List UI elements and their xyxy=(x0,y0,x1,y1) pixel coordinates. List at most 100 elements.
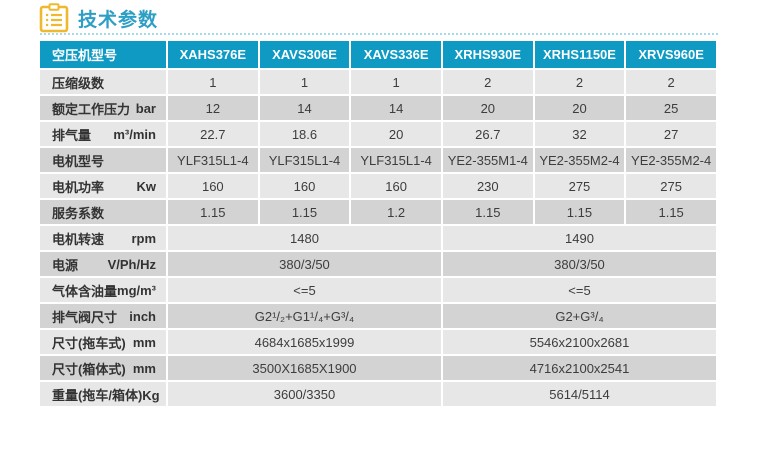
param-unit: V/Ph/Hz xyxy=(107,256,156,272)
column-header-model: XAVS306E xyxy=(259,41,350,68)
row-label-cell: 尺寸(拖车式) mm xyxy=(40,330,166,354)
spec-value: 230 xyxy=(442,174,533,198)
table-row: 电机型号 YLF315L1-4 YLF315L1-4 YLF315L1-4 YE… xyxy=(40,148,716,172)
row-label-cell: 排气量 m³/min xyxy=(40,122,166,146)
spec-value: 20 xyxy=(442,96,533,120)
spec-value: 26.7 xyxy=(442,122,533,146)
row-label-cell: 额定工作压力 bar xyxy=(40,96,166,120)
row-label-cell: 电机转速 rpm xyxy=(40,226,166,250)
spec-value: 27 xyxy=(626,122,716,146)
spec-table: 空压机型号 XAHS376E XAVS306E XAVS336E XRHS930… xyxy=(38,39,718,408)
table-row: 排气阀尺寸 inch G2¹/₂+G1¹/₄+G³/₄ G2+G³/₄ xyxy=(40,304,716,328)
table-row: 服务系数 1.15 1.15 1.2 1.15 1.15 1.15 xyxy=(40,200,716,224)
spec-value: 275 xyxy=(534,174,625,198)
row-label-cell: 尺寸(箱体式) mm xyxy=(40,356,166,380)
param-name: 重量(拖车/箱体)Kg xyxy=(52,387,160,403)
param-name: 压缩级数 xyxy=(52,75,105,91)
param-name: 电机功率 xyxy=(52,179,105,195)
spec-value: YE2-355M1-4 xyxy=(442,148,533,172)
table-row: 电源 V/Ph/Hz 380/3/50 380/3/50 xyxy=(40,252,716,276)
row-label-cell: 服务系数 xyxy=(40,200,166,224)
param-name: 额定工作压力 xyxy=(52,101,131,117)
spec-value: 160 xyxy=(168,174,258,198)
table-row: 重量(拖车/箱体)Kg 3600/3350 5614/5114 xyxy=(40,382,716,406)
spec-value: 20 xyxy=(534,96,625,120)
spec-value-group-right: 5546x2100x2681 xyxy=(442,330,716,354)
table-row: 尺寸(箱体式) mm 3500X1685X1900 4716x2100x2541 xyxy=(40,356,716,380)
spec-value: 32 xyxy=(534,122,625,146)
spec-value: 1.15 xyxy=(168,200,258,224)
clipboard-list-icon xyxy=(38,3,70,33)
spec-value: 1.15 xyxy=(442,200,533,224)
spec-value-group-right: 5614/5114 xyxy=(442,382,716,406)
spec-value-group-left: <=5 xyxy=(168,278,441,302)
param-unit: m³/min xyxy=(113,126,156,142)
spec-value: 2 xyxy=(534,70,625,94)
param-name: 电源 xyxy=(52,257,79,273)
spec-value: YLF315L1-4 xyxy=(168,148,258,172)
table-row: 排气量 m³/min 22.7 18.6 20 26.7 32 27 xyxy=(40,122,716,146)
row-label-cell: 压缩级数 xyxy=(40,70,166,94)
spec-value-group-right: 4716x2100x2541 xyxy=(442,356,716,380)
spec-value: 14 xyxy=(259,96,350,120)
column-header-model: XAVS336E xyxy=(351,41,441,68)
spec-value: YLF315L1-4 xyxy=(259,148,350,172)
param-unit: bar xyxy=(135,100,156,116)
spec-value: YE2-355M2-4 xyxy=(534,148,625,172)
spec-value: 1.15 xyxy=(259,200,350,224)
param-name: 电机转速 xyxy=(52,231,105,247)
spec-value: YLF315L1-4 xyxy=(351,148,441,172)
section-header: 技术参数 xyxy=(0,0,762,33)
spec-value: 20 xyxy=(351,122,441,146)
param-name: 排气量 xyxy=(52,127,92,143)
table-row: 气体含油量 mg/m³ <=5 <=5 xyxy=(40,278,716,302)
spec-value: YE2-355M2-4 xyxy=(626,148,716,172)
table-row: 电机转速 rpm 1480 1490 xyxy=(40,226,716,250)
row-label-cell: 气体含油量 mg/m³ xyxy=(40,278,166,302)
column-header-model: XRHS930E xyxy=(442,41,533,68)
param-name: 尺寸(箱体式) xyxy=(52,361,126,377)
spec-value: 1.2 xyxy=(351,200,441,224)
param-unit: Kw xyxy=(136,178,157,194)
spec-value-group-right: G2+G³/₄ xyxy=(442,304,716,328)
spec-value: 1 xyxy=(259,70,350,94)
param-unit: inch xyxy=(129,308,156,324)
spec-value: 2 xyxy=(442,70,533,94)
spec-value: 1 xyxy=(168,70,258,94)
spec-value: 160 xyxy=(351,174,441,198)
param-unit: rpm xyxy=(131,230,156,246)
table-header-row: 空压机型号 XAHS376E XAVS306E XAVS336E XRHS930… xyxy=(40,41,716,68)
param-unit: mm xyxy=(132,360,156,376)
table-row: 电机功率 Kw 160 160 160 230 275 275 xyxy=(40,174,716,198)
table-row: 压缩级数 1 1 1 2 2 2 xyxy=(40,70,716,94)
spec-value: 18.6 xyxy=(259,122,350,146)
param-name: 排气阀尺寸 xyxy=(52,309,118,325)
row-label-cell: 重量(拖车/箱体)Kg xyxy=(40,382,166,406)
row-label-cell: 电机功率 Kw xyxy=(40,174,166,198)
spec-value: 22.7 xyxy=(168,122,258,146)
spec-value-group-left: G2¹/₂+G1¹/₄+G³/₄ xyxy=(168,304,441,328)
spec-value: 12 xyxy=(168,96,258,120)
param-name: 尺寸(拖车式) xyxy=(52,335,126,351)
title-underline xyxy=(40,32,718,35)
table-row: 额定工作压力 bar 12 14 14 20 20 25 xyxy=(40,96,716,120)
spec-value: 275 xyxy=(626,174,716,198)
row-label-cell: 电机型号 xyxy=(40,148,166,172)
row-label-cell: 电源 V/Ph/Hz xyxy=(40,252,166,276)
spec-value-group-right: 380/3/50 xyxy=(442,252,716,276)
spec-value-group-left: 1480 xyxy=(168,226,441,250)
spec-value-group-left: 4684x1685x1999 xyxy=(168,330,441,354)
param-unit: mg/m³ xyxy=(117,282,157,298)
column-header-model-label: 空压机型号 xyxy=(40,41,166,68)
param-name: 气体含油量 xyxy=(52,283,118,299)
spec-value-group-left: 3500X1685X1900 xyxy=(168,356,441,380)
spec-value-group-right: <=5 xyxy=(442,278,716,302)
table-row: 尺寸(拖车式) mm 4684x1685x1999 5546x2100x2681 xyxy=(40,330,716,354)
spec-value-group-left: 380/3/50 xyxy=(168,252,441,276)
column-header-model: XAHS376E xyxy=(168,41,258,68)
param-name: 电机型号 xyxy=(52,153,105,169)
spec-value: 1.15 xyxy=(626,200,716,224)
spec-value-group-left: 3600/3350 xyxy=(168,382,441,406)
column-header-model: XRVS960E xyxy=(626,41,716,68)
